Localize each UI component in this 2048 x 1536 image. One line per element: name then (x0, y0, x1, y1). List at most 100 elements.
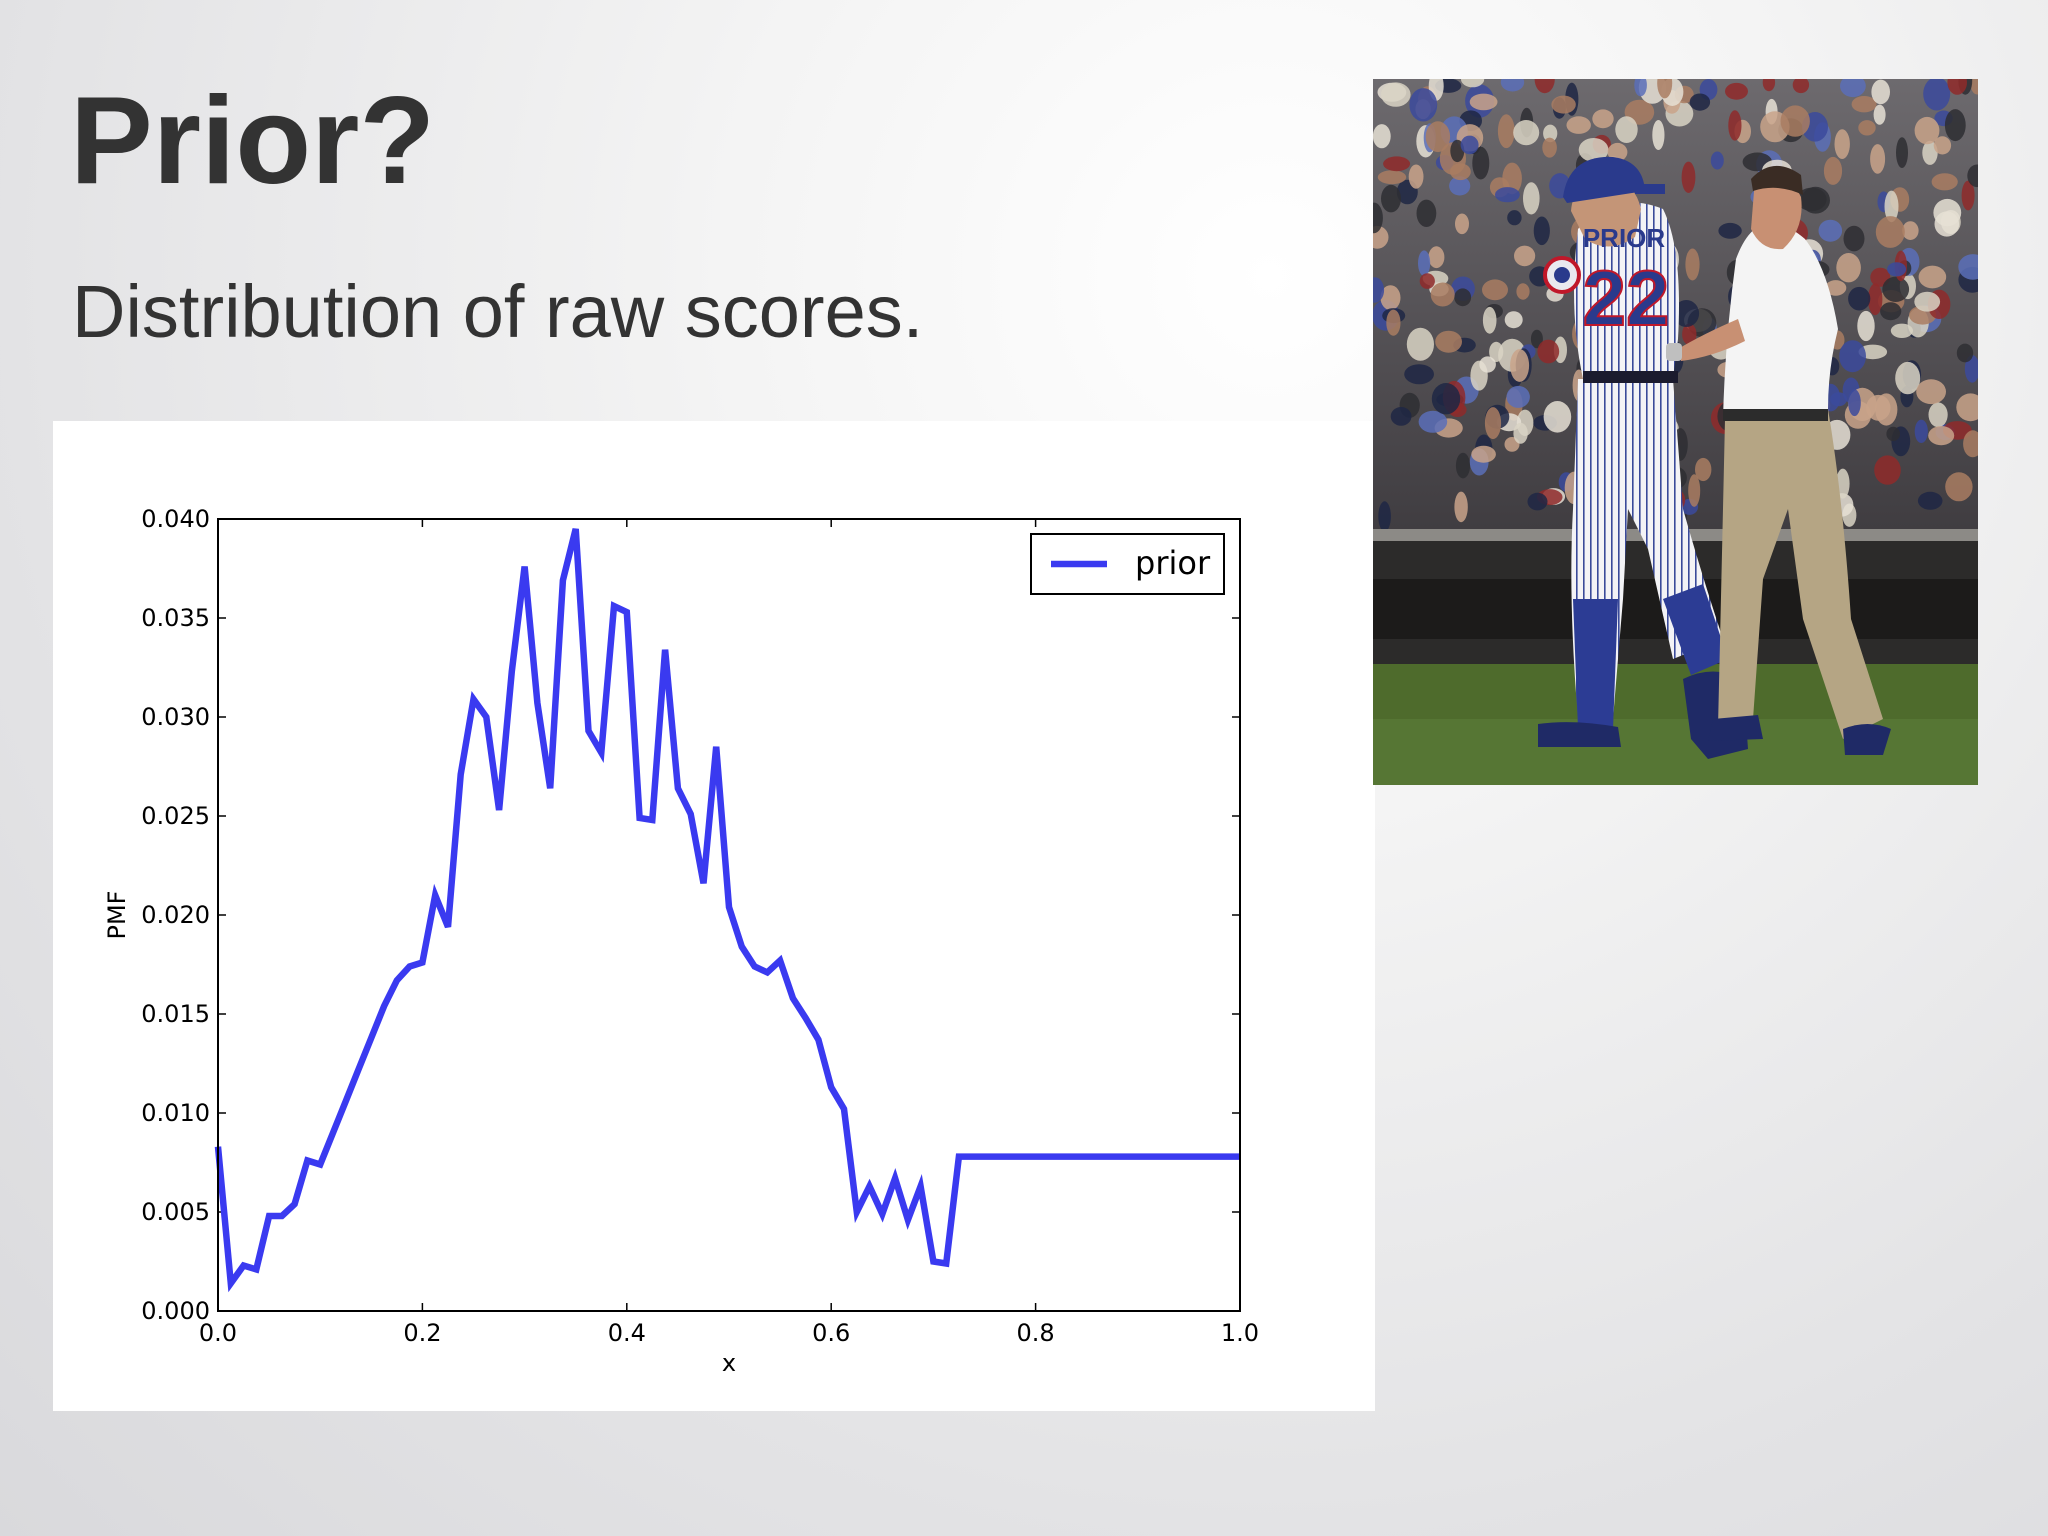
slide-subtitle: Distribution of raw scores. (72, 270, 924, 353)
crowd-spectator (1381, 82, 1411, 107)
crowd-spectator (1373, 277, 1385, 303)
crowd-spectator (1404, 364, 1434, 385)
player-figure: PRIOR 22 (1538, 156, 1748, 759)
crowd-spectator (1537, 339, 1560, 364)
crowd-spectator (1931, 173, 1958, 191)
x-tick-label: 0.6 (812, 1319, 850, 1347)
crowd-spectator (1489, 341, 1504, 362)
crowd-spectator (1418, 250, 1431, 276)
crowd-spectator (1652, 120, 1665, 150)
crowd-spectator (1380, 285, 1401, 311)
crowd-spectator (1566, 116, 1591, 134)
crowd-spectator (1970, 79, 1978, 95)
crowd-spectator (1956, 343, 1974, 363)
x-axis-label: x (722, 1349, 736, 1377)
crowd-spectator (1673, 300, 1700, 327)
crowd-spectator (1506, 385, 1530, 408)
crowd-spectator (1823, 156, 1843, 185)
crowd-spectator (1383, 156, 1411, 172)
crowd-spectator (1728, 110, 1742, 141)
crowd-spectator (1514, 245, 1536, 267)
crowd-spectator (1695, 457, 1712, 482)
y-axis-label: PMF (103, 891, 131, 940)
crowd-spectator (1914, 291, 1941, 312)
crowd-spectator (1762, 79, 1776, 92)
y-tick-label: 0.005 (141, 1198, 210, 1226)
crowd-spectator (1947, 79, 1967, 95)
crowd-spectator (1917, 491, 1943, 510)
crowd-spectator (1858, 120, 1876, 136)
crowd-spectator (1551, 95, 1576, 114)
crowd-spectator (1460, 135, 1479, 155)
crowd-spectator (1592, 109, 1614, 129)
baseball-photo: PRIOR 22 (1373, 79, 1978, 785)
crowd-spectator (1851, 96, 1877, 113)
crowd-spectator (1967, 164, 1978, 188)
crowd-spectator (1958, 254, 1978, 280)
crowd-spectator (1409, 88, 1438, 122)
crowd-spectator (1887, 262, 1907, 277)
crowd-spectator (1873, 104, 1886, 125)
plot-frame (217, 518, 1241, 1312)
crowd-spectator (1839, 340, 1866, 373)
crowd-spectator (1513, 422, 1528, 444)
crowd-spectator (1792, 79, 1810, 94)
y-tick-label: 0.035 (141, 604, 210, 632)
crowd-spectator (1425, 121, 1451, 153)
crowd-spectator (1377, 170, 1407, 185)
crowd-spectator (1710, 151, 1724, 170)
crowd-spectator (1578, 138, 1609, 162)
crowd-spectator (1796, 187, 1827, 212)
crowd-spectator (1780, 105, 1810, 137)
x-tick-label: 0.8 (1017, 1319, 1055, 1347)
crowd-spectator (1381, 184, 1401, 213)
crowd-spectator (1406, 327, 1434, 361)
crowd-spectator (1657, 79, 1673, 99)
crowd-spectator (1516, 283, 1530, 300)
crowd-spectator (1500, 79, 1525, 92)
crowd-spectator (1928, 426, 1955, 446)
crowd-spectator (1378, 501, 1391, 532)
crowd-spectator (1607, 142, 1628, 162)
jersey-number: 22 (1583, 254, 1670, 342)
crowd-spectator (1843, 225, 1865, 252)
crowd-spectator (1857, 310, 1875, 342)
crowd-spectator (1449, 176, 1471, 196)
crowd-spectator (1455, 452, 1471, 479)
crowd-spectator (1533, 216, 1550, 246)
crowd-spectator (1896, 137, 1908, 168)
crowd-spectator (1431, 383, 1461, 415)
crowd-spectator (1871, 79, 1890, 105)
crowd-spectator (1918, 265, 1947, 289)
crowd-spectator (1880, 302, 1902, 321)
crowd-spectator (1825, 280, 1847, 296)
crowd-spectator (1882, 276, 1910, 302)
x-tick-label: 1.0 (1221, 1319, 1259, 1347)
chart-panel: 0.0 0.2 0.4 0.6 0.8 1.0 0.000 0.005 0.010 0.015 0… (53, 421, 1375, 1411)
crowd-spectator (1408, 164, 1424, 189)
crowd-spectator (1963, 430, 1978, 458)
x-tick-label: 0.2 (403, 1319, 441, 1347)
crowd-spectator (1497, 114, 1515, 149)
crowd-spectator (1914, 116, 1940, 145)
crowd-spectator (1479, 356, 1496, 373)
crowd-spectator (1688, 474, 1701, 507)
crowd-spectator (1418, 410, 1448, 433)
crowd-spectator (1840, 79, 1866, 98)
trainer-figure (1666, 165, 1891, 755)
crowd-spectator (1484, 407, 1502, 440)
crowd-spectator (1956, 393, 1978, 422)
crowd-spectator (1848, 286, 1871, 311)
crowd-spectator (1373, 124, 1391, 149)
crowd-spectator (1681, 161, 1696, 193)
legend: prior (1030, 533, 1225, 595)
crowd-spectator (1530, 329, 1543, 349)
crowd-spectator (1902, 221, 1919, 241)
crowd-spectator (1834, 129, 1850, 159)
y-tick-label: 0.040 (141, 505, 210, 533)
crowd-spectator (1373, 202, 1383, 234)
crowd-spectator (1916, 379, 1946, 405)
crowd-spectator (1513, 120, 1540, 146)
crowd-spectator (1523, 182, 1540, 215)
crowd-spectator (1507, 210, 1522, 226)
